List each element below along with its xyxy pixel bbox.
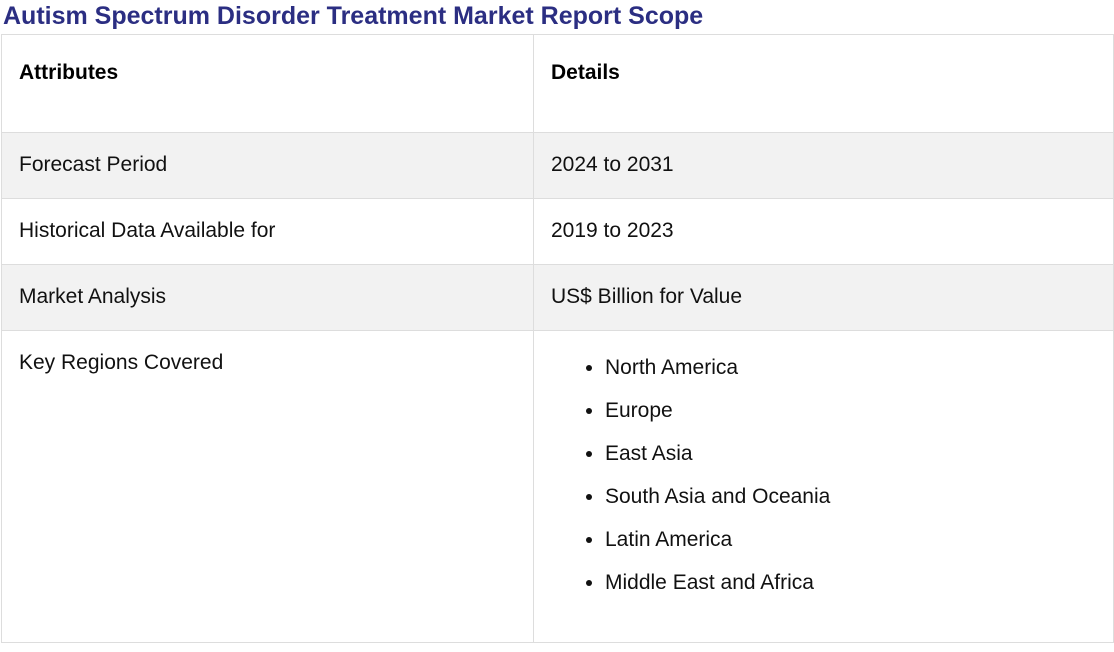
table-header-row: Attributes Details [1, 34, 1114, 133]
region-list: North America Europe East Asia South Asi… [551, 356, 1096, 595]
table-row: Historical Data Available for 2019 to 20… [1, 198, 1114, 265]
region-item-latin-america: Latin America [605, 528, 1096, 552]
key-regions-label: Key Regions Covered [1, 330, 534, 643]
table-row: Market Analysis US$ Billion for Value [1, 264, 1114, 331]
key-regions-cell: North America Europe East Asia South Asi… [533, 330, 1114, 643]
region-item-east-asia: East Asia [605, 442, 1096, 466]
historical-data-value: 2019 to 2023 [533, 198, 1114, 265]
table-row: Key Regions Covered North America Europe… [1, 330, 1114, 643]
region-item-europe: Europe [605, 399, 1096, 423]
market-analysis-value: US$ Billion for Value [533, 264, 1114, 331]
region-item-north-america: North America [605, 356, 1096, 380]
region-item-south-asia-oceania: South Asia and Oceania [605, 485, 1096, 509]
forecast-period-label: Forecast Period [1, 132, 534, 199]
table-row: Forecast Period 2024 to 2031 [1, 132, 1114, 199]
page-title: Autism Spectrum Disorder Treatment Marke… [3, 2, 704, 30]
report-scope-table: Attributes Details Forecast Period 2024 … [1, 34, 1114, 643]
market-analysis-label: Market Analysis [1, 264, 534, 331]
region-item-middle-east-africa: Middle East and Africa [605, 571, 1096, 595]
historical-data-label: Historical Data Available for [1, 198, 534, 265]
forecast-period-value: 2024 to 2031 [533, 132, 1114, 199]
details-header: Details [533, 34, 1114, 133]
attributes-header: Attributes [1, 34, 534, 133]
